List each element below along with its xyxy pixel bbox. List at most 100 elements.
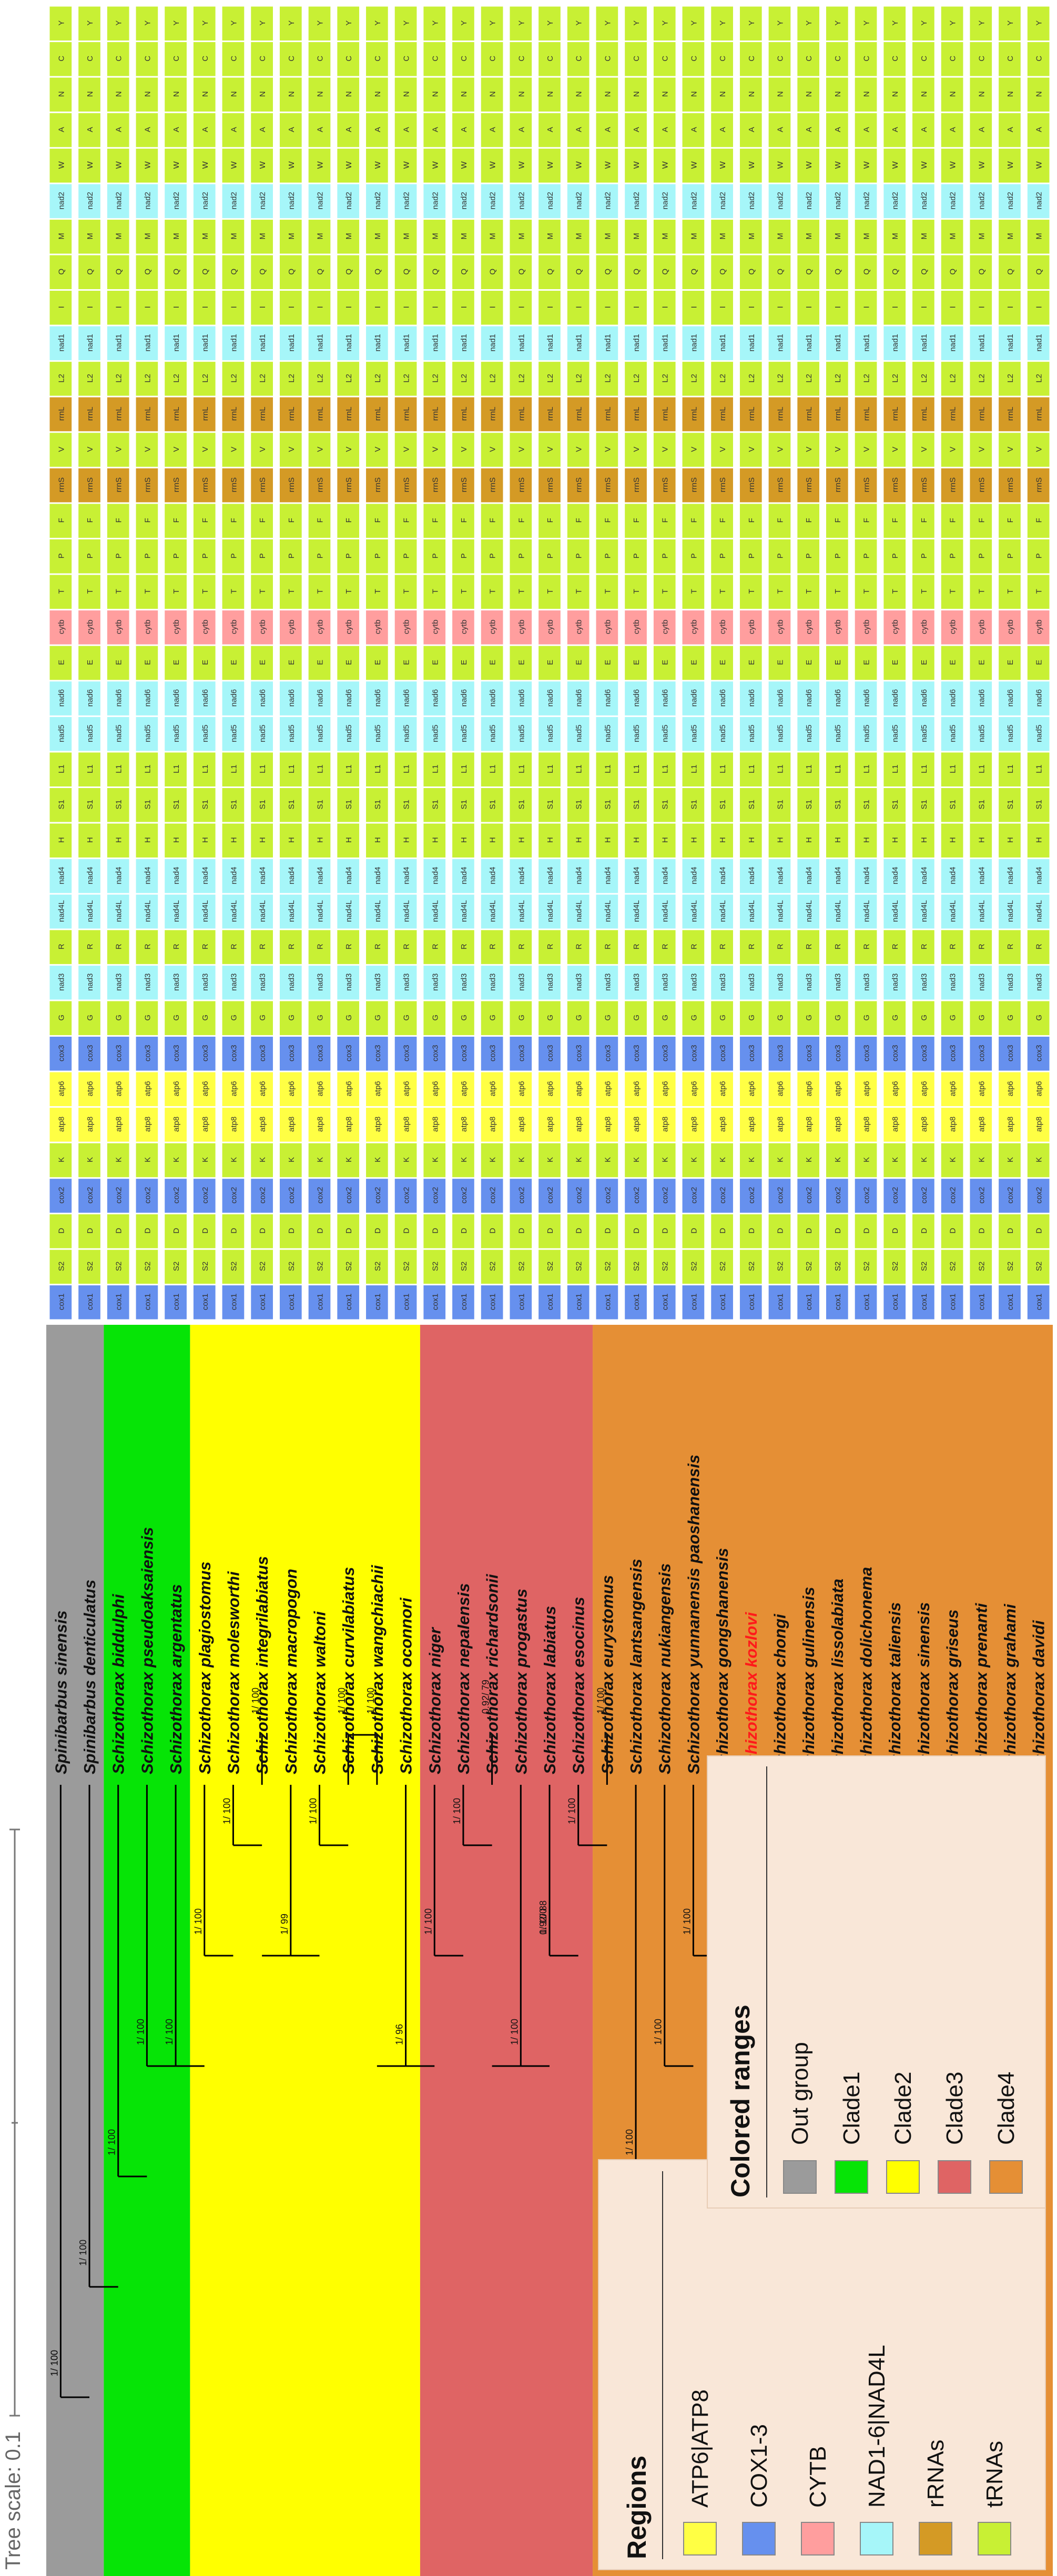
- gene-label: R: [517, 944, 526, 949]
- gene-block: [854, 823, 878, 858]
- legend-swatch: [835, 2160, 868, 2194]
- gene-label: cox2: [460, 1187, 469, 1204]
- gene-label: K: [891, 1157, 900, 1162]
- gene-label: D: [1006, 1228, 1015, 1234]
- gene-label: Y: [115, 21, 124, 26]
- gene-label: nad2: [201, 192, 210, 209]
- gene-block: [337, 113, 360, 148]
- gene-block: [221, 965, 245, 1000]
- gene-block: [595, 432, 619, 467]
- gene-block: [308, 467, 331, 503]
- gene-block: [595, 396, 619, 432]
- gene-label: nad1: [115, 334, 124, 351]
- gene-label: nad6: [86, 689, 95, 707]
- gene-label: V: [143, 447, 152, 452]
- gene-label: A: [747, 127, 756, 132]
- gene-label: rrnL: [920, 407, 929, 421]
- gene-label: L2: [834, 374, 842, 383]
- gene-label: S2: [776, 1261, 785, 1271]
- gene-label: Q: [603, 269, 612, 275]
- gene-label: cytb: [632, 620, 641, 635]
- gene-label: G: [805, 1015, 814, 1021]
- gene-label: L1: [862, 764, 871, 773]
- gene-label: R: [575, 944, 584, 949]
- gene-label: cox2: [1035, 1187, 1044, 1204]
- gene-block: [480, 361, 504, 396]
- gene-block: [595, 113, 619, 148]
- gene-label: G: [460, 1015, 469, 1021]
- gene-label: atp6: [776, 1081, 785, 1096]
- support-label: 1/ 100: [250, 1688, 261, 1714]
- gene-block: [106, 574, 130, 610]
- gene-label: nad3: [373, 973, 382, 990]
- taxon-label: Schizothorax dolichonema: [857, 1567, 876, 1774]
- gene-label: D: [258, 1228, 267, 1234]
- gene-block: [998, 965, 1021, 1000]
- gene-label: Q: [431, 269, 440, 275]
- gene-block: [797, 113, 820, 148]
- gene-block: [969, 148, 993, 183]
- gene-label: S2: [460, 1261, 469, 1271]
- gene-block: [739, 894, 763, 929]
- gene-label: K: [546, 1157, 555, 1162]
- gene-label: nad5: [460, 724, 469, 742]
- gene-block: [452, 1213, 475, 1249]
- gene-label: atp6: [661, 1081, 670, 1096]
- gene-label: rrnL: [229, 407, 238, 421]
- gene-label: cytb: [891, 620, 900, 635]
- gene-label: L1: [172, 764, 181, 773]
- gene-block: [912, 396, 935, 432]
- gene-label: N: [949, 91, 958, 97]
- gene-label: R: [86, 944, 95, 949]
- gene-label: N: [344, 91, 353, 97]
- gene-label: rrnL: [689, 407, 698, 421]
- gene-block: [509, 254, 533, 290]
- gene-block: [250, 1071, 273, 1107]
- gene-block: [912, 965, 935, 1000]
- gene-label: R: [143, 944, 152, 949]
- gene-block: [624, 6, 647, 42]
- gene-label: K: [949, 1157, 958, 1162]
- gene-label: L1: [517, 764, 526, 773]
- gene-label: atp8: [115, 1117, 124, 1132]
- gene-block: [739, 503, 763, 539]
- gene-label: atp6: [373, 1081, 382, 1096]
- gene-label: atp6: [747, 1081, 756, 1096]
- gene-label: cytb: [1006, 620, 1015, 635]
- gene-label: cox1: [172, 1293, 181, 1310]
- gene-block: [682, 1071, 705, 1107]
- gene-label: Y: [1035, 21, 1044, 26]
- gene-label: N: [632, 91, 641, 97]
- gene-block: [969, 1284, 993, 1320]
- gene-label: nad3: [229, 973, 238, 990]
- gene-label: V: [517, 447, 526, 452]
- gene-block: [308, 219, 331, 254]
- support-label: 1/ 100: [308, 1798, 319, 1824]
- gene-block: [308, 823, 331, 858]
- gene-label: atp6: [977, 1081, 986, 1096]
- gene-label: cox1: [718, 1293, 727, 1310]
- gene-block: [164, 432, 187, 467]
- gene-block: [797, 325, 820, 361]
- gene-label: F: [949, 518, 958, 523]
- gene-block: [192, 1071, 216, 1107]
- gene-block: [78, 1178, 101, 1213]
- gene-label: nad6: [344, 689, 353, 707]
- gene-block: [480, 752, 504, 787]
- gene-label: atp8: [834, 1117, 842, 1132]
- gene-label: M: [258, 233, 267, 240]
- gene-block: [854, 77, 878, 113]
- gene-block: [998, 219, 1021, 254]
- gene-block: [1026, 858, 1050, 894]
- gene-label: S2: [920, 1261, 929, 1271]
- gene-block: [135, 574, 159, 610]
- gene-label: nad4: [718, 867, 727, 884]
- gene-label: Y: [287, 21, 296, 26]
- gene-label: atp6: [57, 1081, 66, 1096]
- gene-block: [768, 361, 791, 396]
- gene-label: cox2: [1006, 1187, 1015, 1204]
- gene-label: cox2: [689, 1187, 698, 1204]
- support-label: 1/ 99: [279, 1914, 290, 1935]
- gene-label: C: [373, 56, 382, 62]
- gene-label: cox2: [603, 1187, 612, 1204]
